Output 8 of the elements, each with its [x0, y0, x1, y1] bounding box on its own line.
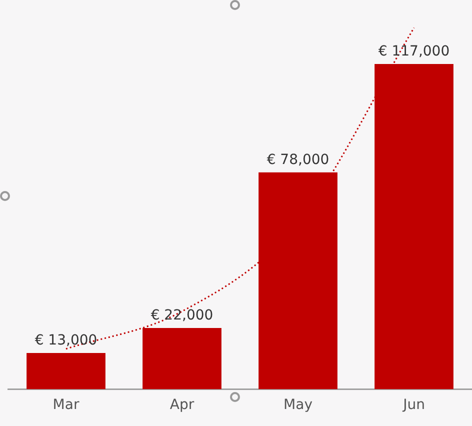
x-tick-label: Apr: [170, 397, 194, 414]
data-label: € 78,000: [266, 152, 330, 168]
data-label: € 13,000: [34, 332, 98, 349]
bar: [26, 353, 106, 390]
x-tick-label: Mar: [52, 397, 80, 414]
x-tick-label: May: [284, 397, 312, 414]
data-label: € 117,000: [378, 44, 450, 60]
x-tick-label: Jun: [402, 397, 425, 414]
